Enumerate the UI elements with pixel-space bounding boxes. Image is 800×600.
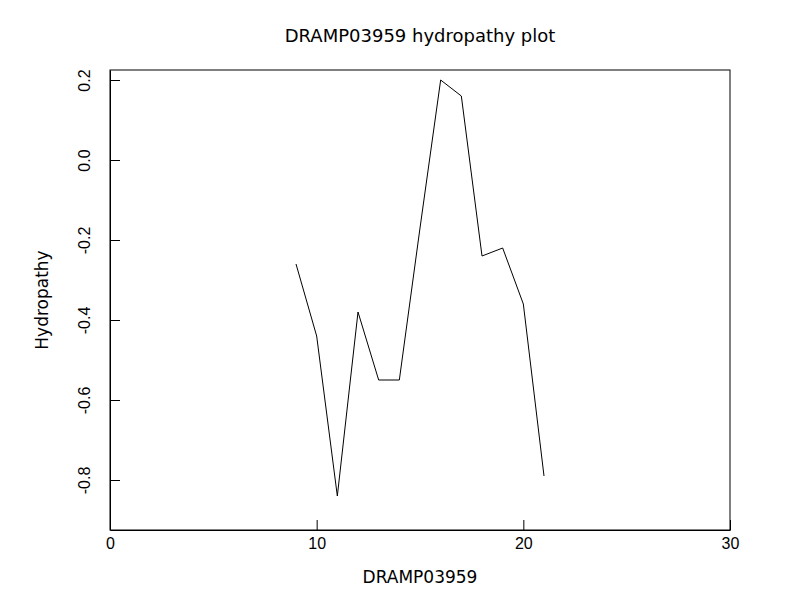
y-tick-label: -0.4 bbox=[76, 307, 93, 335]
y-axis-title: Hydropathy bbox=[32, 250, 52, 349]
plot-area bbox=[296, 80, 544, 496]
x-tick-label: 20 bbox=[515, 535, 533, 552]
y-tick: -0.4 bbox=[76, 307, 120, 335]
y-tick-mark bbox=[110, 480, 120, 481]
y-tick-label: 0.0 bbox=[76, 149, 93, 171]
y-tick-label: 0.2 bbox=[76, 69, 93, 91]
plot-frame bbox=[110, 70, 730, 530]
x-tick-mark bbox=[730, 520, 731, 530]
y-axis-line bbox=[110, 71, 111, 531]
y-tick-mark bbox=[110, 240, 120, 241]
y-tick-mark bbox=[110, 160, 120, 161]
y-tick-mark bbox=[110, 400, 120, 401]
x-tick-mark bbox=[523, 520, 524, 530]
x-tick: 30 bbox=[722, 520, 740, 552]
x-tick: 20 bbox=[515, 520, 533, 552]
y-tick: -0.2 bbox=[76, 227, 120, 255]
y-tick: -0.6 bbox=[76, 387, 120, 415]
chart: 0 10 20 30 -0.8 -0.6 -0.4 -0.2 0.0 0.2 DRAMP03959 … bbox=[0, 0, 800, 600]
y-tick: 0.2 bbox=[76, 69, 120, 91]
y-tick: -0.8 bbox=[76, 467, 120, 495]
y-axis: -0.8 -0.6 -0.4 -0.2 0.0 0.2 bbox=[76, 69, 120, 530]
x-tick-label: 10 bbox=[308, 535, 326, 552]
y-tick-label: -0.8 bbox=[76, 467, 93, 495]
y-tick-mark bbox=[110, 320, 120, 321]
data-line bbox=[296, 80, 544, 496]
y-tick-mark bbox=[110, 80, 120, 81]
chart-title: DRAMP03959 hydropathy plot bbox=[285, 25, 556, 46]
x-axis-line bbox=[111, 530, 731, 531]
x-tick-label: 30 bbox=[722, 535, 740, 552]
x-tick-label: 0 bbox=[106, 535, 115, 552]
x-tick: 10 bbox=[308, 520, 326, 552]
x-axis-title: DRAMP03959 bbox=[363, 567, 478, 587]
y-tick-label: -0.2 bbox=[76, 227, 93, 255]
y-tick: 0.0 bbox=[76, 149, 120, 171]
x-axis: 0 10 20 30 bbox=[106, 520, 739, 552]
x-tick-mark bbox=[317, 520, 318, 530]
y-tick-label: -0.6 bbox=[76, 387, 93, 415]
